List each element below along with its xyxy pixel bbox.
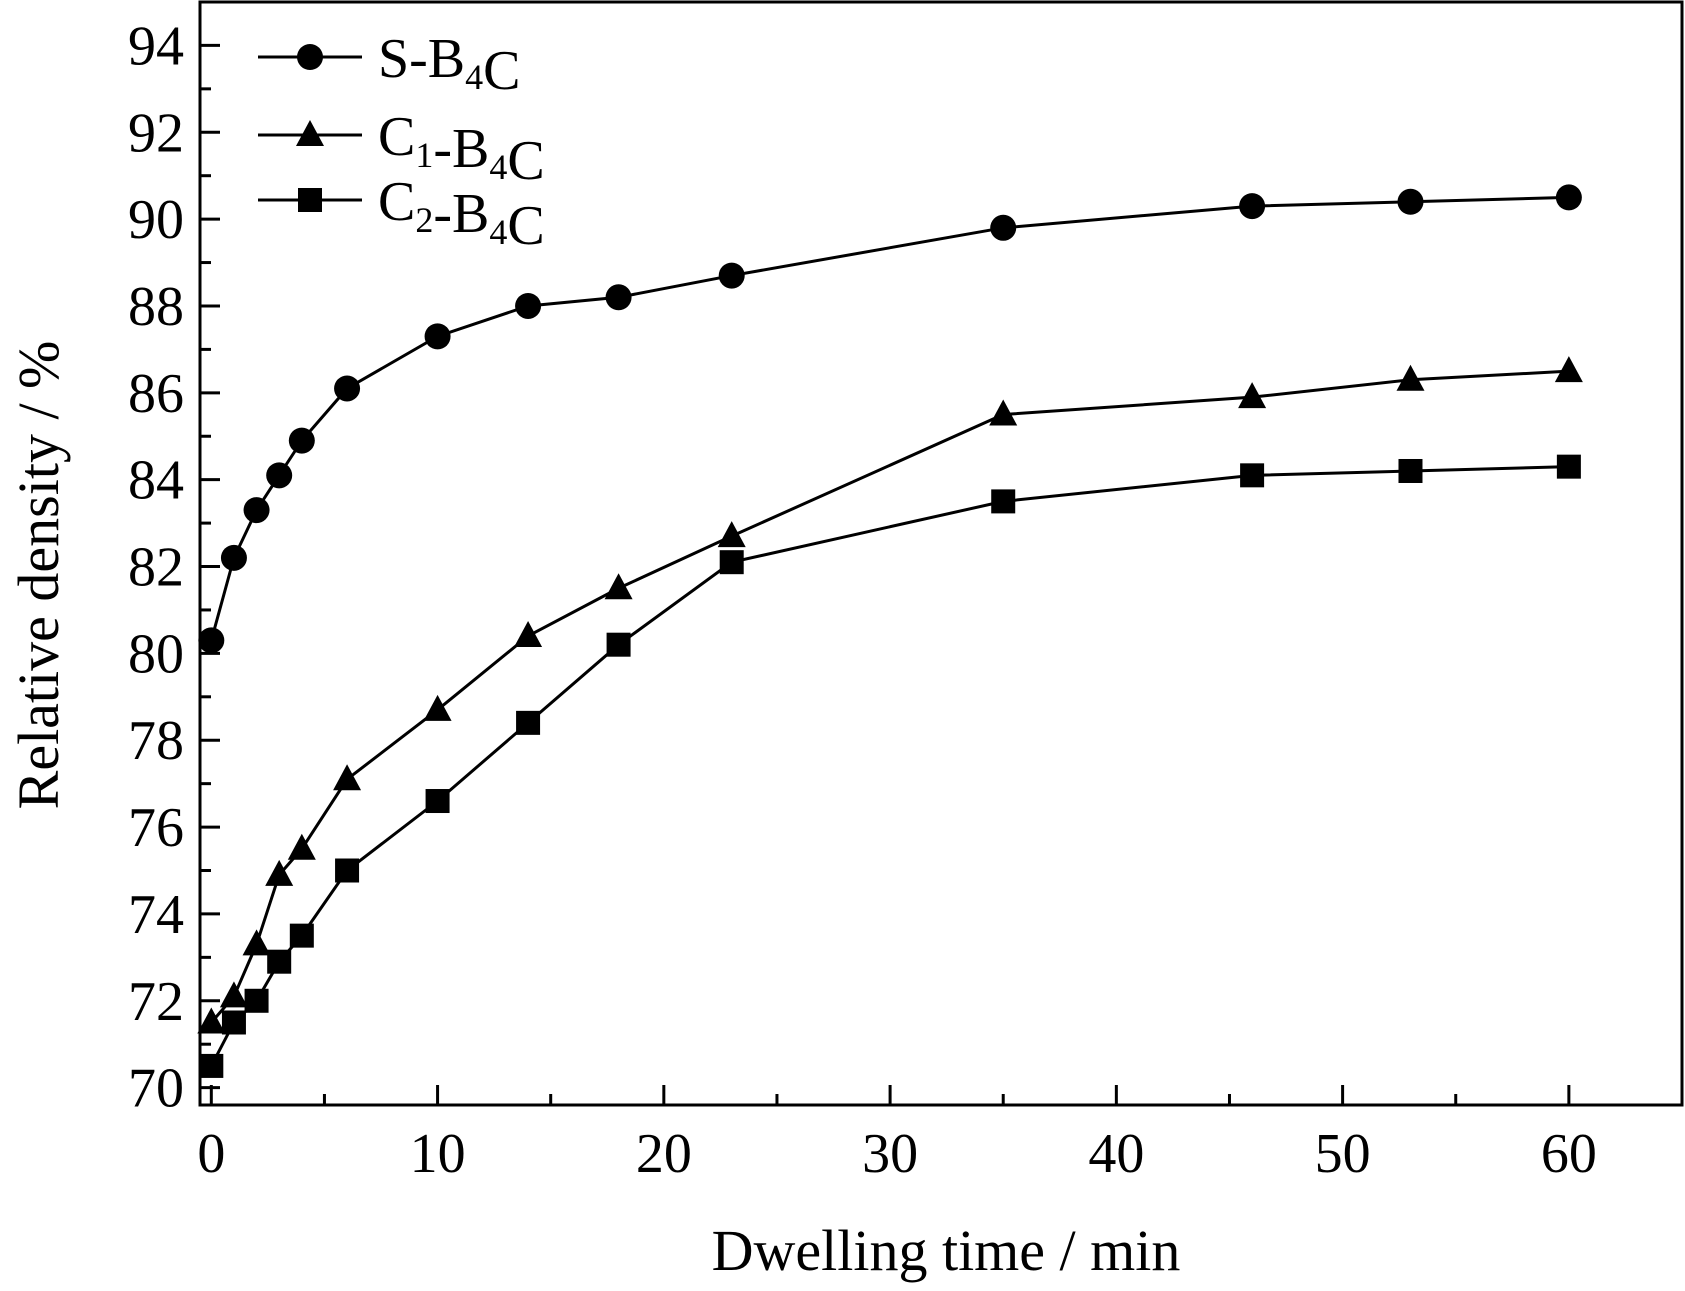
data-point xyxy=(289,923,314,948)
legend-entry-3: C2-B4C xyxy=(258,171,545,257)
data-point xyxy=(1398,458,1423,483)
legend-entry-1: S-B4C xyxy=(258,28,521,102)
y-tick-label: 78 xyxy=(128,710,184,772)
y-tick-label: 82 xyxy=(128,537,184,599)
series-3 xyxy=(199,454,1581,1078)
data-point xyxy=(990,214,1017,241)
data-point xyxy=(265,859,294,886)
x-axis-title: Dwelling time / min xyxy=(712,1218,1181,1283)
legend-marker xyxy=(297,44,323,70)
data-point xyxy=(333,764,362,791)
data-point xyxy=(1556,454,1581,479)
series-2 xyxy=(197,356,1583,1034)
legend-label: S-B4C xyxy=(378,28,521,102)
y-tick-label: 84 xyxy=(128,450,184,512)
y-tick-label: 70 xyxy=(128,1058,184,1120)
data-point xyxy=(717,521,746,548)
y-tick-label: 88 xyxy=(128,276,184,338)
data-point xyxy=(220,544,247,571)
y-tick-label: 74 xyxy=(128,884,184,946)
data-point xyxy=(197,1007,226,1034)
y-tick-label: 94 xyxy=(128,15,184,77)
data-point xyxy=(604,573,633,600)
data-point xyxy=(605,284,632,311)
data-point xyxy=(719,550,744,575)
data-point xyxy=(199,1053,224,1078)
legend-text-part: -B xyxy=(433,183,489,245)
data-point xyxy=(242,929,271,956)
data-point xyxy=(516,710,541,735)
data-point xyxy=(1554,356,1583,383)
data-point xyxy=(1240,463,1265,488)
legend-entry-2: C1-B4C xyxy=(258,106,545,192)
y-tick-label: 86 xyxy=(128,363,184,425)
series-line xyxy=(209,195,1569,641)
legend-label: C2-B4C xyxy=(378,171,545,257)
legend-subscript: 2 xyxy=(415,200,433,240)
data-point xyxy=(267,949,292,974)
axes xyxy=(198,0,1684,1107)
legend-text-part: C xyxy=(483,40,520,102)
x-tick-label: 40 xyxy=(1088,1123,1144,1185)
data-point xyxy=(1555,184,1582,211)
ticks: 0 10 20 30 40 50 60 70 72 74 76 78 80 82 84 86 88 90 92 94 xyxy=(128,15,1597,1185)
plot-frame xyxy=(198,0,1684,1107)
series-line xyxy=(210,369,1569,1024)
data-point xyxy=(1397,188,1424,215)
legend-subscript: 4 xyxy=(489,147,507,187)
y-tick-label: 80 xyxy=(128,623,184,685)
data-point xyxy=(288,427,315,454)
y-tick-label: 76 xyxy=(128,797,184,859)
data-point xyxy=(1239,193,1266,220)
data-point xyxy=(219,981,248,1008)
x-tick-label: 30 xyxy=(862,1123,918,1185)
legend-text-part: C xyxy=(507,195,544,257)
legend-label: C1-B4C xyxy=(378,106,545,192)
data-point xyxy=(244,988,269,1013)
legend-text-part: S-B xyxy=(378,28,465,90)
data-point xyxy=(198,627,225,654)
y-axis-title: Relative density / % xyxy=(6,341,71,810)
x-tick-label: 60 xyxy=(1541,1123,1597,1185)
data-point xyxy=(989,399,1018,426)
data-point xyxy=(425,789,450,814)
data-point xyxy=(287,833,316,860)
legend-marker xyxy=(298,188,322,212)
y-tick-label: 90 xyxy=(128,189,184,251)
y-tick-label: 72 xyxy=(128,971,184,1033)
legend-text-part: C xyxy=(378,106,415,168)
data-point xyxy=(266,462,293,489)
data-point xyxy=(991,489,1016,514)
legend-subscript: 4 xyxy=(489,212,507,252)
series-layer xyxy=(197,184,1583,1078)
data-point xyxy=(514,621,543,648)
legend-subscript: 4 xyxy=(465,57,483,97)
x-tick-label: 0 xyxy=(197,1123,225,1185)
data-point xyxy=(243,497,270,524)
series-1 xyxy=(198,184,1582,654)
data-point xyxy=(335,858,360,883)
data-point xyxy=(424,323,451,350)
legend-marker xyxy=(296,120,324,146)
x-tick-label: 50 xyxy=(1315,1123,1371,1185)
data-point xyxy=(334,375,361,402)
legend-text-part: C xyxy=(507,130,544,192)
y-tick-label: 92 xyxy=(128,102,184,164)
series-line xyxy=(209,465,1569,1067)
data-point xyxy=(423,694,452,721)
x-tick-label: 10 xyxy=(410,1123,466,1185)
legend-subscript: 1 xyxy=(415,135,433,175)
data-point xyxy=(1396,364,1425,391)
data-point xyxy=(221,1010,246,1035)
data-point xyxy=(515,292,542,319)
data-point xyxy=(606,632,631,657)
data-point xyxy=(718,262,745,289)
legend-text-part: C xyxy=(378,171,415,233)
legend-text-part: -B xyxy=(433,118,489,180)
x-tick-label: 20 xyxy=(636,1123,692,1185)
data-point xyxy=(1238,382,1267,409)
